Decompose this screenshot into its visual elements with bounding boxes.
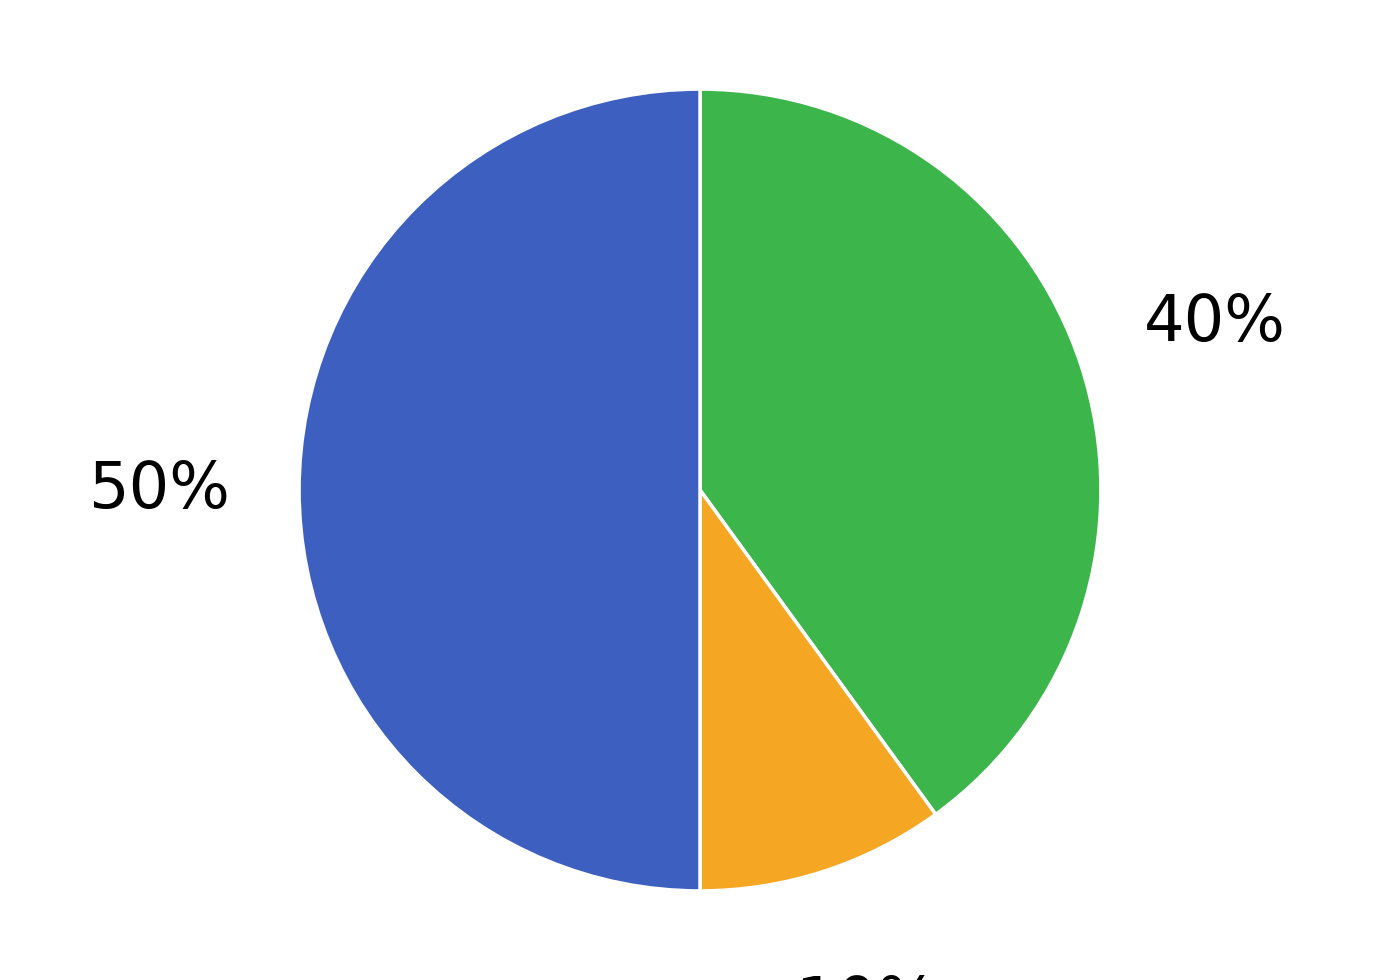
Wedge shape (700, 89, 1100, 814)
Text: 50%: 50% (88, 459, 230, 521)
Wedge shape (300, 89, 700, 891)
Wedge shape (700, 490, 935, 891)
Text: 10%: 10% (797, 974, 938, 980)
Text: 40%: 40% (1144, 292, 1285, 354)
